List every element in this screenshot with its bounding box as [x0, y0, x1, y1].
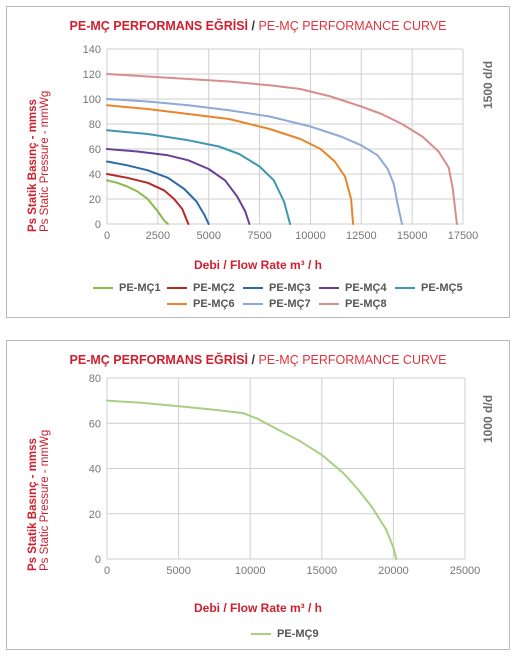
x-tick-label: 10000 — [235, 565, 266, 577]
x-tick-label: 17500 — [448, 230, 479, 242]
legend-swatch — [243, 287, 263, 289]
legend-swatch — [395, 287, 415, 289]
title-tr: PE-MÇ PERFORMANS EĞRİSİ — [69, 353, 249, 367]
y-tick-label: 80 — [89, 119, 101, 131]
y-tick-label: 60 — [89, 418, 101, 430]
x-tick-label: 0 — [104, 565, 110, 577]
legend-item: PE-MÇ9 — [251, 628, 319, 640]
series-line-pe-mç3 — [106, 160, 210, 225]
y-tick-label: 100 — [83, 94, 101, 106]
legend-swatch — [93, 287, 113, 289]
series-line-pe-mç6 — [106, 104, 355, 225]
series-line-pe-mç1 — [106, 179, 169, 225]
title-separator: / — [248, 19, 259, 33]
y-tick-label: 40 — [89, 169, 101, 181]
y-tick-label: 120 — [83, 69, 101, 81]
y-tick-label: 80 — [89, 373, 101, 385]
x-tick-label: 5000 — [166, 565, 190, 577]
legend-label: PE-MÇ3 — [269, 282, 311, 294]
y-tick-label: 0 — [95, 219, 101, 231]
y-tick-label: 20 — [89, 509, 101, 521]
x-tick-label: 15000 — [307, 565, 338, 577]
series-line-pe-mç7 — [106, 98, 403, 225]
x-tick-label: 7500 — [247, 230, 271, 242]
legend-label: PE-MÇ5 — [421, 282, 463, 294]
title-tr: PE-MÇ PERFORMANS EĞRİSİ — [69, 19, 249, 33]
title-en: PE-MÇ PERFORMANCE CURVE — [258, 353, 447, 367]
legend-swatch — [243, 303, 263, 305]
x-tick-label: 15000 — [397, 230, 428, 242]
legend-label: PE-MÇ9 — [277, 628, 319, 640]
y-tick-label: 60 — [89, 144, 101, 156]
legend-item: PE-MÇ4 — [319, 282, 387, 294]
legend-label: PE-MÇ8 — [345, 298, 387, 310]
title-en: PE-MÇ PERFORMANCE CURVE — [258, 19, 447, 33]
chart-panel-1500: PE-MÇ PERFORMANS EĞRİSİ / PE-MÇ PERFORMA… — [6, 6, 510, 318]
y-tick-label: 20 — [89, 194, 101, 206]
x-axis-label: Debi / Flow Rate m³ / h — [193, 258, 322, 272]
chart-plot-area: 0 5000 10000 15000 20000 25000 0 20 40 60 80 — [89, 373, 481, 577]
series-line-pe-mç9 — [106, 399, 398, 560]
series-line-pe-mç5 — [106, 129, 292, 225]
legend-item: PE-MÇ2 — [167, 282, 235, 294]
legend-swatch — [251, 633, 271, 635]
legend-label: PE-MÇ6 — [193, 298, 235, 310]
x-tick-label: 10000 — [295, 230, 326, 242]
x-tick-label: 25000 — [450, 565, 481, 577]
legend-item: PE-MÇ1 — [93, 282, 161, 294]
legend-label: PE-MÇ1 — [119, 282, 161, 294]
chart-title: PE-MÇ PERFORMANS EĞRİSİ / PE-MÇ PERFORMA… — [7, 19, 509, 33]
legend-label: PE-MÇ7 — [269, 298, 311, 310]
series-line-pe-mç8 — [106, 73, 458, 225]
legend-swatch — [167, 303, 187, 305]
series-line-pe-mç4 — [106, 148, 251, 225]
legend-swatch — [319, 287, 339, 289]
x-tick-label: 2500 — [146, 230, 170, 242]
chart-panel-1000: PE-MÇ PERFORMANS EĞRİSİ / PE-MÇ PERFORMA… — [6, 340, 510, 650]
series-line-pe-mç2 — [106, 173, 190, 225]
x-tick-label: 12500 — [346, 230, 377, 242]
legend-item: PE-MÇ7 — [243, 298, 311, 310]
x-tick-label: 20000 — [378, 565, 409, 577]
y-tick-label: 140 — [83, 44, 101, 56]
chart-title: PE-MÇ PERFORMANS EĞRİSİ / PE-MÇ PERFORMA… — [7, 353, 509, 367]
legend-item: PE-MÇ8 — [319, 298, 387, 310]
legend-item: PE-MÇ5 — [395, 282, 463, 294]
legend-label: PE-MÇ2 — [193, 282, 235, 294]
legend-swatch — [167, 287, 187, 289]
legend-item: PE-MÇ6 — [167, 298, 235, 310]
legend-item: PE-MÇ3 — [243, 282, 311, 294]
legend-label: PE-MÇ4 — [345, 282, 387, 294]
y-tick-label: 40 — [89, 464, 101, 476]
x-tick-label: 5000 — [196, 230, 220, 242]
y-tick-label: 0 — [95, 554, 101, 566]
x-axis-label: Debi / Flow Rate m³ / h — [193, 601, 322, 615]
title-separator: / — [248, 353, 259, 367]
chart-plot-area: 0 2500 5000 7500 10000 12500 15000 17500 0 20 40 60… — [83, 44, 479, 242]
legend-swatch — [319, 303, 339, 305]
x-tick-label: 0 — [104, 230, 110, 242]
